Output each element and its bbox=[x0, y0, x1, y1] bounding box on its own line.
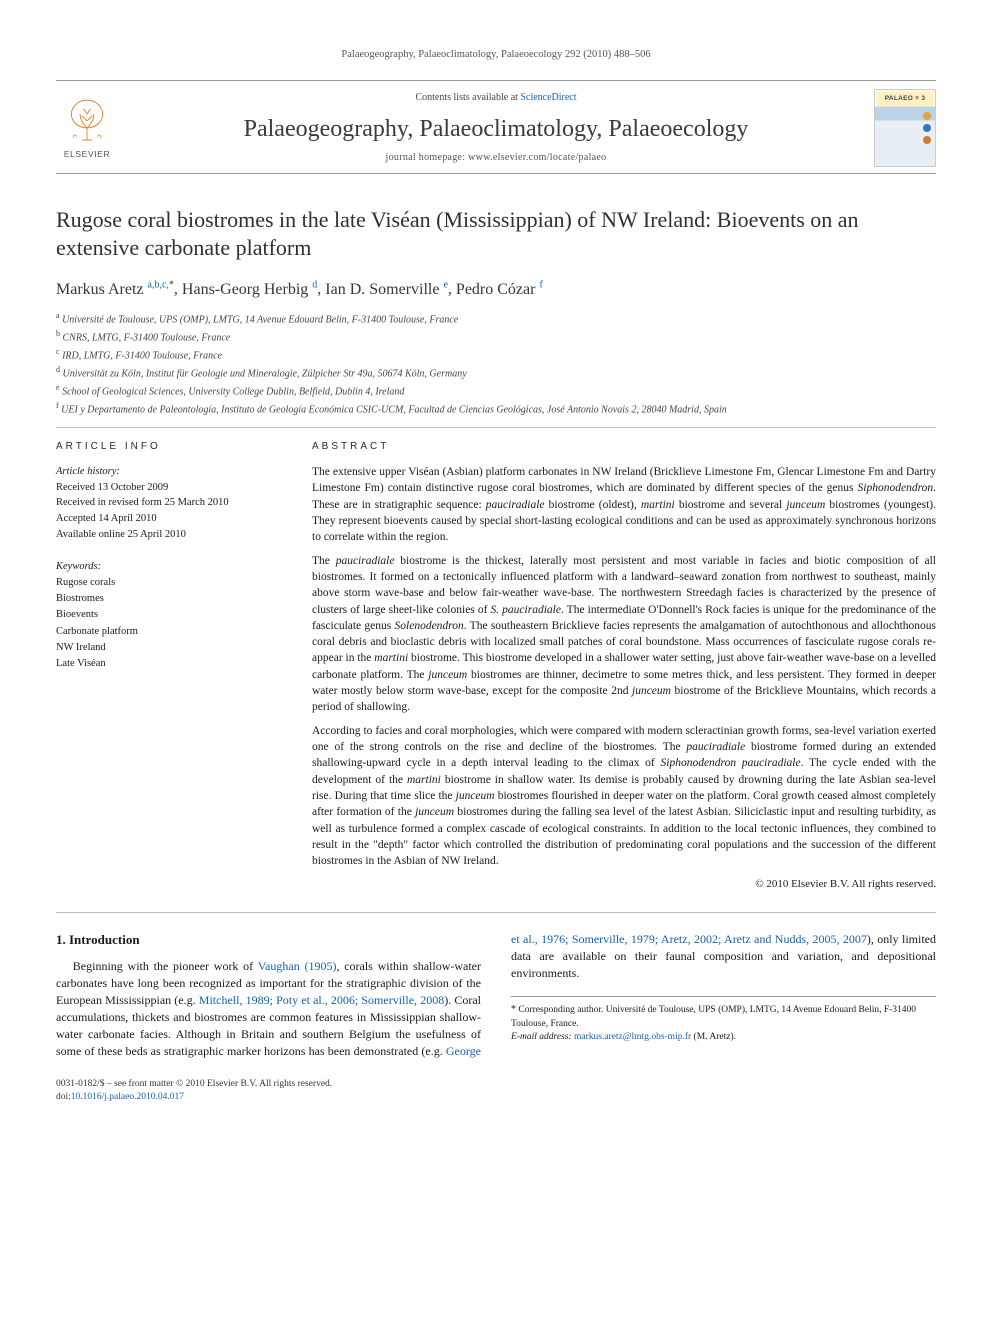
affiliations: a Université de Toulouse, UPS (OMP), LMT… bbox=[56, 310, 936, 417]
author: Pedro Cózar f bbox=[456, 281, 543, 298]
affiliation: e School of Geological Sciences, Univers… bbox=[56, 382, 936, 400]
running-head: Palaeogeography, Palaeoclimatology, Pala… bbox=[56, 48, 936, 62]
doi-link[interactable]: 10.1016/j.palaeo.2010.04.017 bbox=[71, 1092, 184, 1102]
corresponding-author-footnote: * Corresponding author. Université de To… bbox=[511, 996, 936, 1044]
journal-masthead: ELSEVIER Contents lists available at Sci… bbox=[56, 80, 936, 174]
sciencedirect-link[interactable]: ScienceDirect bbox=[520, 92, 576, 103]
affiliation: a Université de Toulouse, UPS (OMP), LMT… bbox=[56, 310, 936, 328]
author-list: Markus Aretz a,b,c,*, Hans-Georg Herbig … bbox=[56, 278, 936, 300]
keyword: Bioevents bbox=[56, 607, 278, 623]
keyword: Biostromes bbox=[56, 591, 278, 607]
article-title: Rugose coral biostromes in the late Visé… bbox=[56, 206, 936, 262]
abstract-para: The pauciradiale biostrome is the thicke… bbox=[312, 553, 936, 716]
cover-dots bbox=[923, 112, 931, 144]
keywords-block: Keywords: Rugose corals Biostromes Bioev… bbox=[56, 559, 278, 673]
abstract-para: According to facies and coral morphologi… bbox=[312, 723, 936, 870]
history-heading: Article history: bbox=[56, 464, 278, 480]
dot-icon bbox=[923, 136, 931, 144]
keyword: Rugose corals bbox=[56, 575, 278, 591]
history-line: Available online 25 April 2010 bbox=[56, 527, 278, 543]
dot-icon bbox=[923, 112, 931, 120]
publisher-name: ELSEVIER bbox=[64, 149, 110, 160]
affiliation: f UEI y Departamento de Paleontología, I… bbox=[56, 400, 936, 418]
journal-title: Palaeogeography, Palaeoclimatology, Pala… bbox=[132, 113, 860, 145]
abstract-copyright: © 2010 Elsevier B.V. All rights reserved… bbox=[312, 877, 936, 893]
elsevier-tree-icon bbox=[61, 95, 113, 147]
divider bbox=[56, 912, 936, 913]
article-info-label: ARTICLE INFO bbox=[56, 440, 278, 454]
issn-line: 0031-0182/$ – see front matter © 2010 El… bbox=[56, 1078, 936, 1091]
article-history: Article history: Received 13 October 200… bbox=[56, 464, 278, 543]
publisher-logo: ELSEVIER bbox=[56, 93, 118, 163]
keywords-heading: Keywords: bbox=[56, 559, 278, 575]
author: Hans-Georg Herbig d bbox=[182, 281, 317, 298]
contents-line: Contents lists available at ScienceDirec… bbox=[132, 91, 860, 105]
history-line: Accepted 14 April 2010 bbox=[56, 511, 278, 527]
section-heading-intro: 1. Introduction bbox=[56, 931, 481, 949]
keyword: NW Ireland bbox=[56, 640, 278, 656]
email-link[interactable]: markus.aretz@lmtg.obs-mip.fr bbox=[574, 1032, 691, 1042]
keyword: Carbonate platform bbox=[56, 624, 278, 640]
citation-link[interactable]: Vaughan (1905) bbox=[258, 959, 337, 973]
abstract-label: ABSTRACT bbox=[312, 440, 936, 454]
divider bbox=[56, 427, 936, 428]
cover-label: PALAEO ≡ 3 bbox=[877, 92, 933, 106]
star-icon: * bbox=[511, 1004, 516, 1015]
dot-icon bbox=[923, 124, 931, 132]
history-line: Received 13 October 2009 bbox=[56, 480, 278, 496]
history-line: Received in revised form 25 March 2010 bbox=[56, 495, 278, 511]
author: Ian D. Somerville e bbox=[325, 281, 448, 298]
affiliation: c IRD, LMTG, F-31400 Toulouse, France bbox=[56, 346, 936, 364]
footer-metadata: 0031-0182/$ – see front matter © 2010 El… bbox=[56, 1078, 936, 1105]
citation-link[interactable]: Mitchell, 1989; Poty et al., 2006; Somer… bbox=[199, 993, 444, 1007]
keyword: Late Viséan bbox=[56, 656, 278, 672]
journal-cover-thumb: PALAEO ≡ 3 bbox=[874, 89, 936, 167]
abstract-para: The extensive upper Viséan (Asbian) plat… bbox=[312, 464, 936, 546]
author: Markus Aretz a,b,c,* bbox=[56, 281, 174, 298]
article-body: 1. Introduction Beginning with the pione… bbox=[56, 931, 936, 1060]
contents-prefix: Contents lists available at bbox=[415, 92, 520, 103]
abstract-body: The extensive upper Viséan (Asbian) plat… bbox=[312, 464, 936, 892]
affiliation: d Universität zu Köln, Institut für Geol… bbox=[56, 364, 936, 382]
journal-homepage: journal homepage: www.elsevier.com/locat… bbox=[132, 151, 860, 165]
affiliation: b CNRS, LMTG, F-31400 Toulouse, France bbox=[56, 328, 936, 346]
